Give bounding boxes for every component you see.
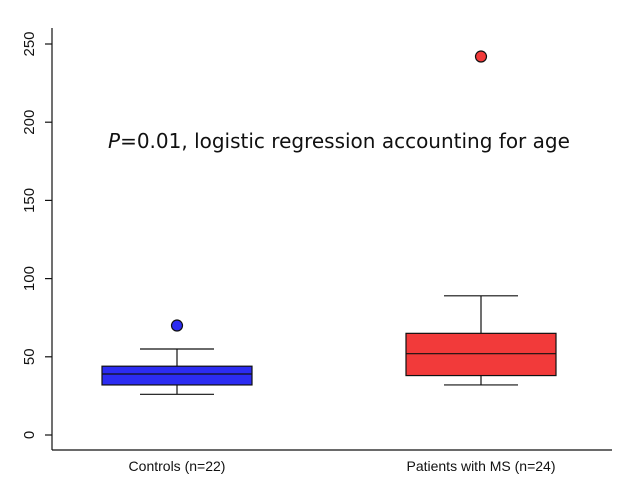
y-axis: 0 50 100 150 200 250: [21, 28, 53, 450]
y-tick-label: 200: [21, 110, 38, 135]
y-tick-label: 100: [21, 266, 38, 291]
p-value-italic: P: [108, 129, 121, 153]
x-axis: Controls (n=22) Patients with MS (n=24): [52, 449, 612, 474]
p-value-annotation: P=0.01, logistic regression accounting f…: [108, 129, 570, 153]
iqr-box: [101, 365, 253, 386]
x-category-label: Controls (n=22): [129, 458, 226, 474]
y-tick-label: 50: [21, 348, 38, 365]
box-group-2: [405, 50, 557, 386]
boxes-layer: [101, 50, 557, 395]
y-tick-label: 150: [21, 188, 38, 213]
iqr-box: [405, 332, 557, 377]
y-tick-label: 250: [21, 31, 38, 56]
outlier-point: [474, 50, 488, 63]
y-tick-label: 0: [21, 431, 38, 439]
x-category-label: Patients with MS (n=24): [406, 458, 555, 474]
p-value-text: =0.01, logistic regression accounting fo…: [120, 129, 570, 153]
box-group-1: [101, 319, 253, 395]
outlier-point: [170, 319, 184, 332]
